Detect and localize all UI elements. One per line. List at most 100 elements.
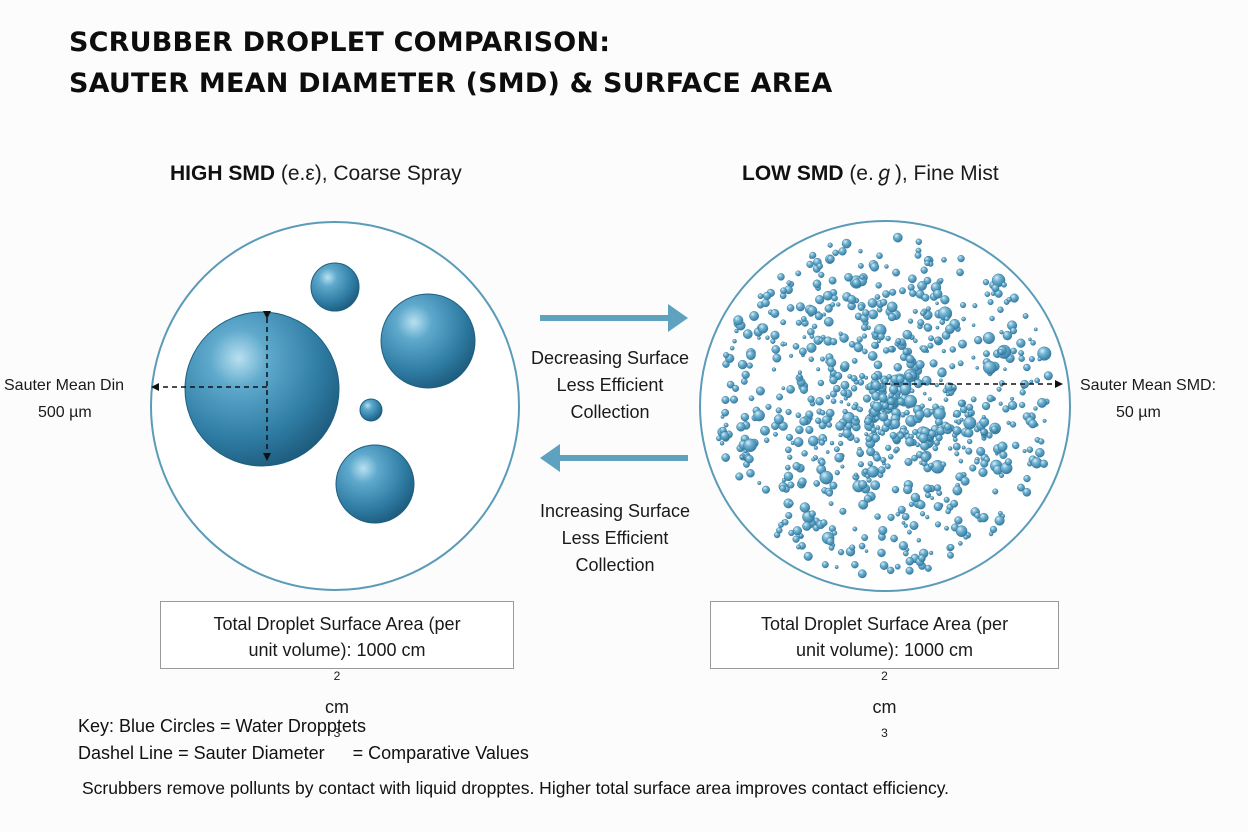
mist-droplet (719, 441, 725, 446)
mist-droplet (936, 490, 943, 496)
high-smd-label-text: Sauter Mean Din (4, 377, 125, 394)
mist-droplet (908, 501, 915, 508)
mist-droplet (833, 384, 841, 393)
mist-droplet (771, 345, 781, 354)
mist-droplet (857, 304, 865, 312)
mist-droplet (899, 383, 912, 396)
mist-droplet (897, 397, 905, 406)
mist-droplet (937, 368, 947, 378)
mist-droplet (838, 440, 844, 447)
mist-droplet (1010, 396, 1015, 401)
mist-droplet (894, 446, 900, 453)
mist-droplet (1038, 438, 1045, 445)
caption-line: Less Efficient (556, 375, 664, 395)
mist-droplet (858, 262, 864, 269)
mist-droplet (838, 247, 847, 256)
footnote: Scrubbers remove pollunts by contact wit… (82, 778, 950, 798)
mist-droplet (1030, 339, 1036, 346)
mist-droplet (866, 465, 879, 478)
mist-droplet (875, 282, 882, 289)
key-dashed-line-text: Dashel Line = Sauter Diameter (78, 743, 325, 763)
mist-droplet (952, 485, 963, 496)
high-smd-heading-rest: (e.ε), Coarse Spray (275, 162, 462, 185)
mist-droplet (836, 302, 841, 307)
mist-droplet (781, 478, 787, 483)
droplet-medium (335, 444, 415, 524)
mist-droplet (811, 323, 818, 330)
mist-droplet (732, 384, 740, 392)
mist-droplet (897, 505, 906, 514)
mist-droplet (842, 428, 852, 439)
mist-droplet (825, 394, 831, 400)
box-line-2: unit volume): 1000 cm 2 cm 3 (711, 637, 1058, 751)
mist-droplet (981, 415, 986, 420)
mist-droplet (923, 276, 932, 285)
mist-droplet (818, 337, 824, 343)
mist-droplet (983, 350, 990, 358)
mist-droplet (829, 376, 838, 385)
mist-droplet (1004, 458, 1013, 466)
mist-droplet (918, 433, 929, 444)
mist-droplet (815, 417, 822, 424)
mist-droplet (823, 437, 828, 442)
mist-droplet (850, 375, 858, 382)
mist-droplet (905, 354, 915, 364)
mist-droplet (781, 386, 786, 391)
mist-droplet (972, 303, 978, 309)
mist-droplet (886, 301, 898, 313)
mist-droplet (923, 323, 933, 332)
mist-droplet (929, 409, 935, 415)
mist-droplet (821, 561, 829, 569)
mist-droplet (785, 446, 792, 454)
mist-droplet (829, 440, 835, 446)
mist-droplet (944, 316, 950, 322)
mist-droplet (994, 515, 1005, 526)
mist-droplet (1002, 405, 1010, 413)
mist-droplet (806, 260, 814, 269)
mist-droplet (834, 446, 840, 453)
mist-droplet (867, 461, 873, 467)
mist-droplet (939, 378, 943, 383)
mist-droplet (871, 380, 882, 391)
mist-droplet (982, 332, 995, 345)
mist-droplet (1022, 449, 1027, 454)
mist-droplet (729, 345, 735, 351)
mist-droplet (878, 412, 889, 422)
high-smd-heading-bold: HIGH SMD (170, 162, 275, 185)
mist-droplet (866, 447, 876, 457)
mist-droplet (777, 273, 785, 281)
mist-droplet (861, 333, 868, 339)
mist-droplet (720, 431, 730, 441)
mist-droplet (958, 339, 967, 349)
mist-droplet (904, 429, 909, 434)
mist-droplet (878, 526, 888, 536)
mist-droplet (1010, 347, 1017, 355)
mist-droplet (792, 343, 800, 350)
fine-mist-droplets (716, 232, 1053, 579)
mist-droplet (760, 425, 770, 436)
mist-droplet (850, 385, 858, 392)
mist-droplet (824, 304, 833, 313)
mist-droplet (776, 527, 783, 534)
mist-droplet (889, 431, 897, 440)
arrow-right (540, 304, 688, 332)
droplet-small (310, 262, 360, 312)
mist-droplet (909, 388, 915, 394)
mist-droplet (808, 356, 814, 362)
mist-droplet (1028, 356, 1035, 363)
mist-droplet (1006, 297, 1012, 303)
mist-droplet (757, 293, 764, 300)
box-line-2: unit volume): 1000 cm 2 cm 3 (161, 637, 513, 751)
mist-droplet (971, 323, 976, 328)
droplet-medium (380, 293, 476, 389)
mist-droplet (795, 412, 802, 419)
mist-droplet (786, 304, 795, 312)
mist-droplet (928, 335, 934, 342)
mist-droplet (1033, 327, 1038, 332)
mist-droplet (721, 396, 730, 405)
mist-droplet (966, 403, 974, 411)
mist-droplet (953, 409, 962, 418)
mist-droplet (857, 406, 863, 413)
mist-droplet (808, 510, 816, 518)
mist-droplet (905, 372, 913, 381)
